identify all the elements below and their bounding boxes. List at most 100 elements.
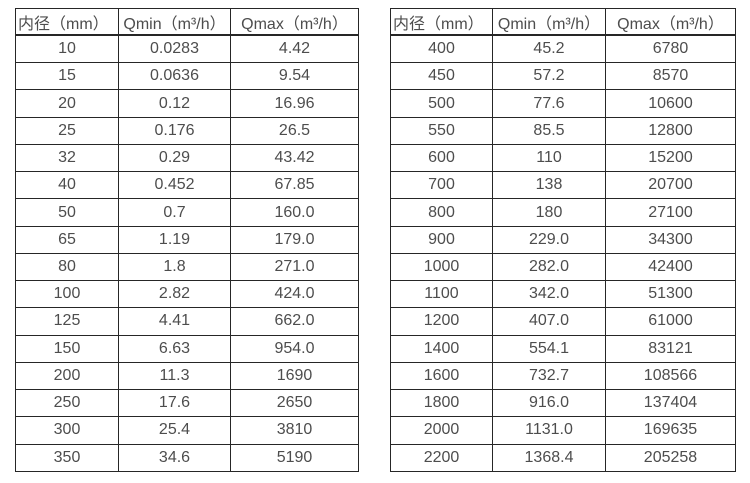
table-cell: 916.0 <box>492 389 606 418</box>
table-cell: 9.54 <box>230 62 359 91</box>
table-row: 80 1.8 271.0 <box>15 252 359 282</box>
table-row: 1800 916.0 137404 <box>390 389 736 418</box>
table-cell: 0.12 <box>118 89 231 118</box>
table-row: 1600 732.7 108566 <box>390 361 736 391</box>
table-row: 600 110 15200 <box>390 143 736 173</box>
table-row: 40 0.452 67.85 <box>15 171 359 200</box>
table-cell: 1400 <box>390 334 493 363</box>
table-row: 25 0.176 26.5 <box>15 116 359 145</box>
table-cell: 42400 <box>605 252 736 282</box>
table-cell: 500 <box>390 89 493 118</box>
table-cell: 25.4 <box>118 416 231 445</box>
table-cell: 450 <box>390 62 493 91</box>
table-cell: 550 <box>390 116 493 145</box>
table-cell: 1100 <box>390 280 493 309</box>
table-cell: 1690 <box>230 361 359 391</box>
table-cell: 2.82 <box>118 280 231 309</box>
table-cell: 20 <box>15 89 119 118</box>
table-cell: 85.5 <box>492 116 606 145</box>
table-row: 15 0.0636 9.54 <box>15 62 359 91</box>
column-header: Qmax（m³/h） <box>605 8 736 36</box>
table-row: 700 138 20700 <box>390 171 736 200</box>
table-cell: 271.0 <box>230 252 359 282</box>
table-row: 900 229.0 34300 <box>390 225 736 254</box>
table-row: 550 85.5 12800 <box>390 116 736 145</box>
table-row: 450 57.2 8570 <box>390 62 736 91</box>
table-cell: 1200 <box>390 307 493 336</box>
column-header: 内径（mm） <box>390 8 493 36</box>
table-row: 1200 407.0 61000 <box>390 307 736 336</box>
table-cell: 125 <box>15 307 119 336</box>
table-cell: 80 <box>15 252 119 282</box>
table-cell: 229.0 <box>492 225 606 254</box>
table-row: 300 25.4 3810 <box>15 416 359 445</box>
table-cell: 180 <box>492 198 606 227</box>
table-row: 65 1.19 179.0 <box>15 225 359 254</box>
table-cell: 0.176 <box>118 116 231 145</box>
table-cell: 1.19 <box>118 225 231 254</box>
table-cell: 3810 <box>230 416 359 445</box>
table-row: 50 0.7 160.0 <box>15 198 359 227</box>
table-cell: 554.1 <box>492 334 606 363</box>
table-cell: 51300 <box>605 280 736 309</box>
table-cell: 1800 <box>390 389 493 418</box>
table-cell: 6780 <box>605 34 736 64</box>
table-row: 200 11.3 1690 <box>15 361 359 391</box>
table-cell: 160.0 <box>230 198 359 227</box>
column-header: Qmax（m³/h） <box>230 8 359 36</box>
table-row: 1100 342.0 51300 <box>390 280 736 309</box>
table-cell: 15200 <box>605 143 736 173</box>
table-row: 500 77.6 10600 <box>390 89 736 118</box>
table-cell: 0.7 <box>118 198 231 227</box>
header-row: 内径（mm） Qmin（m³/h） Qmax（m³/h） <box>390 8 736 36</box>
table-row: 150 6.63 954.0 <box>15 334 359 363</box>
table-row: 800 180 27100 <box>390 198 736 227</box>
table-cell: 61000 <box>605 307 736 336</box>
column-header: 内径（mm） <box>15 8 119 36</box>
table-cell: 32 <box>15 143 119 173</box>
table-cell: 67.85 <box>230 171 359 200</box>
table-cell: 10 <box>15 34 119 64</box>
table-cell: 732.7 <box>492 361 606 391</box>
table-cell: 169635 <box>605 416 736 445</box>
table-cell: 1600 <box>390 361 493 391</box>
table-cell: 11.3 <box>118 361 231 391</box>
table-cell: 15 <box>15 62 119 91</box>
table-cell: 700 <box>390 171 493 200</box>
table-cell: 83121 <box>605 334 736 363</box>
table-cell: 12800 <box>605 116 736 145</box>
table-cell: 34300 <box>605 225 736 254</box>
table-cell: 1.8 <box>118 252 231 282</box>
table-cell: 100 <box>15 280 119 309</box>
column-header: Qmin（m³/h） <box>492 8 606 36</box>
table-cell: 350 <box>15 443 119 473</box>
table-cell: 110 <box>492 143 606 173</box>
table-cell: 0.0636 <box>118 62 231 91</box>
table-cell: 800 <box>390 198 493 227</box>
table-cell: 250 <box>15 389 119 418</box>
table-row: 125 4.41 662.0 <box>15 307 359 336</box>
table-cell: 20700 <box>605 171 736 200</box>
table-cell: 2650 <box>230 389 359 418</box>
table-cell: 407.0 <box>492 307 606 336</box>
table-cell: 900 <box>390 225 493 254</box>
table-cell: 150 <box>15 334 119 363</box>
table-cell: 4.41 <box>118 307 231 336</box>
table-cell: 26.5 <box>230 116 359 145</box>
table-row: 400 45.2 6780 <box>390 34 736 64</box>
table-cell: 8570 <box>605 62 736 91</box>
table-cell: 1368.4 <box>492 443 606 473</box>
table-cell: 34.6 <box>118 443 231 473</box>
table-cell: 179.0 <box>230 225 359 254</box>
table-row: 2000 1131.0 169635 <box>390 416 736 445</box>
table-row: 250 17.6 2650 <box>15 389 359 418</box>
table-cell: 25 <box>15 116 119 145</box>
table-row: 20 0.12 16.96 <box>15 89 359 118</box>
table-row: 2200 1368.4 205258 <box>390 443 736 473</box>
table-cell: 342.0 <box>492 280 606 309</box>
table-cell: 45.2 <box>492 34 606 64</box>
table-row: 1400 554.1 83121 <box>390 334 736 363</box>
table-cell: 4.42 <box>230 34 359 64</box>
table-cell: 6.63 <box>118 334 231 363</box>
table-cell: 2000 <box>390 416 493 445</box>
